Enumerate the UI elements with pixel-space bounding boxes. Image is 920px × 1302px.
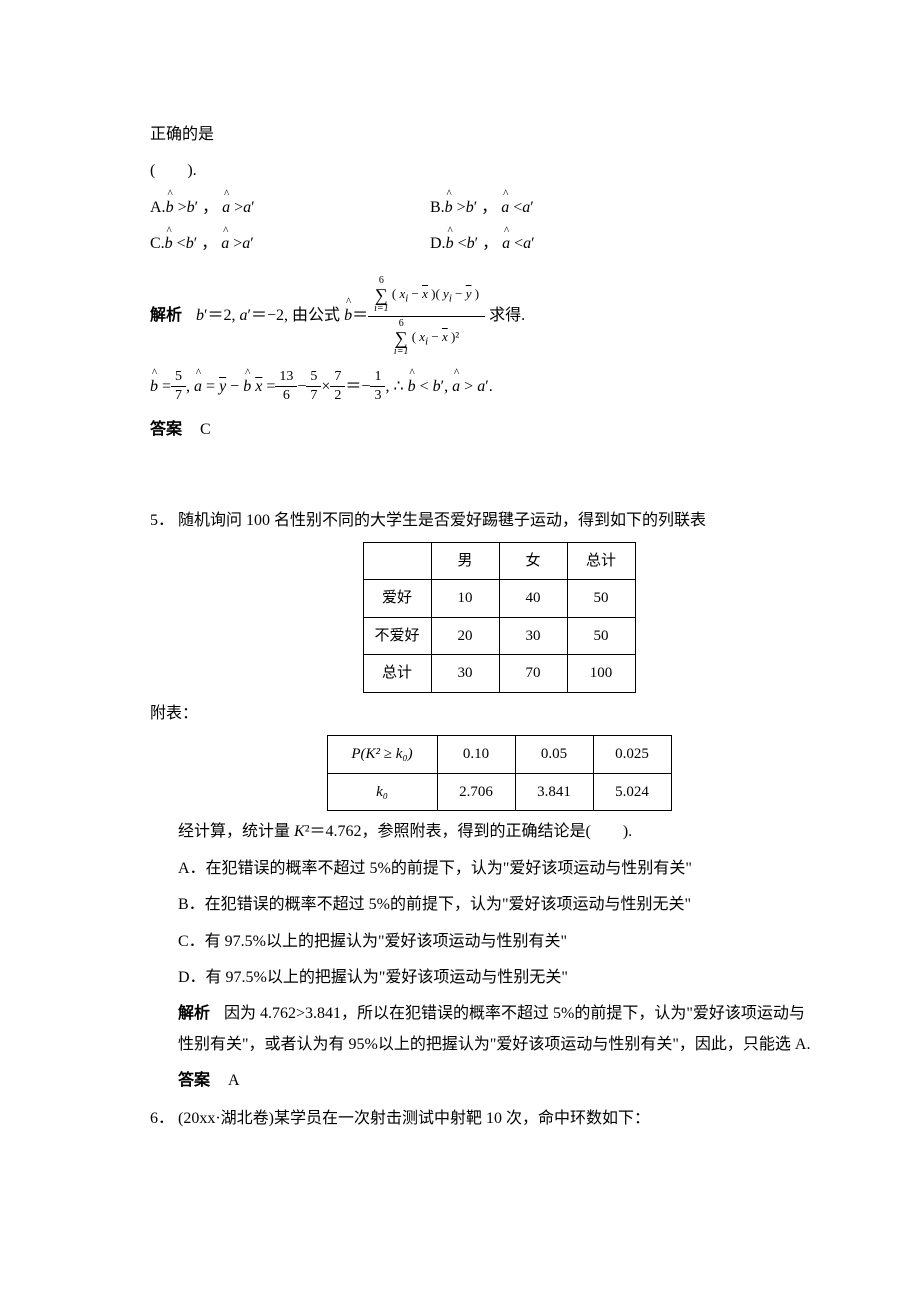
- table-cell: 爱好: [363, 580, 431, 618]
- q5-option-b: B．在犯错误的概率不超过 5%的前提下，认为"爱好该项运动与性别无关": [178, 890, 820, 920]
- table-cell: 0.10: [437, 736, 515, 774]
- seg-a: b =: [150, 372, 171, 402]
- table-cell: 10: [431, 580, 499, 618]
- table-cell: 0.025: [593, 736, 671, 774]
- table-cell: 30: [499, 617, 567, 655]
- q5-number: 5．: [150, 506, 178, 536]
- q4-sol-suffix: 求得.: [489, 301, 525, 331]
- q5-option-c: C．有 97.5%以上的把握认为"爱好该项运动与性别有关": [178, 927, 820, 957]
- table-cell: 5.024: [593, 773, 671, 811]
- seg-times: ×: [321, 372, 330, 402]
- q5-stem-line: 5．随机询问 100 名性别不同的大学生是否爱好踢毽子运动，得到如下的列联表: [178, 506, 820, 536]
- q6-stem: (20xx·湖北卷)某学员在一次射击测试中射靶 10 次，命中环数如下：: [178, 1110, 650, 1127]
- q4-solution-line1: 解析 b′＝2, a′＝−2, 由公式 b＝ 6∑i=1 ( xi − x )(…: [150, 274, 820, 359]
- q4-answer-row: 答案 C: [150, 415, 820, 445]
- answer-label: 答案: [178, 1072, 210, 1089]
- q5-attach-table: P(K² ≥ k₀) 0.10 0.05 0.025 k₀ 2.706 3.84…: [327, 735, 672, 811]
- table-row: 总计 30 70 100: [363, 655, 635, 693]
- q5-solution-text: 因为 4.762>3.841，所以在犯错误的概率不超过 5%的前提下，认为"爱好…: [178, 1005, 810, 1052]
- q4-paren: ( ).: [150, 156, 820, 186]
- q5-stem: 随机询问 100 名性别不同的大学生是否爱好踢毽子运动，得到如下的列联表: [178, 512, 706, 529]
- table-cell: 40: [499, 580, 567, 618]
- table-cell: P(K² ≥ k₀): [327, 736, 437, 774]
- table-row: 不爱好 20 30 50: [363, 617, 635, 655]
- table-cell: 总计: [363, 655, 431, 693]
- question-5: 5．随机询问 100 名性别不同的大学生是否爱好踢毽子运动，得到如下的列联表 男…: [150, 506, 820, 1097]
- q4-options-row-2: C.b <b′ ， a >a′ D.b <b′ ， a <a′: [150, 229, 820, 259]
- frac-num-body: ( xi − x )( yi − y ): [392, 286, 479, 301]
- q5-stem2: 经计算，统计量 K²＝4.762，参照附表，得到的正确结论是( ).: [178, 817, 820, 847]
- table-cell: 50: [567, 580, 635, 618]
- q4-main-fraction: 6∑i=1 ( xi − x )( yi − y ) 6∑i=1 ( xi − …: [368, 274, 485, 359]
- table-cell: 3.841: [515, 773, 593, 811]
- table-row: 男 女 总计: [363, 542, 635, 580]
- table-row: P(K² ≥ k₀) 0.10 0.05 0.025: [327, 736, 671, 774]
- q6-stem-line: 6．(20xx·湖北卷)某学员在一次射击测试中射靶 10 次，命中环数如下：: [178, 1104, 820, 1134]
- q4-option-d: D.b <b′ ， a <a′: [430, 229, 820, 259]
- q4-options-row-1: A.b >b′ ， a >a′ B.b >b′ ， a <a′: [150, 193, 820, 223]
- table-cell: 不爱好: [363, 617, 431, 655]
- q5-contingency-table: 男 女 总计 爱好 10 40 50 不爱好 20 30 50 总计 30 70…: [363, 542, 636, 693]
- q4-option-c: C.b <b′ ， a >a′: [150, 229, 430, 259]
- table-cell: 30: [431, 655, 499, 693]
- seg-c: −: [297, 372, 306, 402]
- table-cell: k₀: [327, 773, 437, 811]
- solution-label: 解析: [150, 301, 182, 331]
- table-cell: 70: [499, 655, 567, 693]
- q4-answer-value: C: [200, 421, 211, 438]
- table-cell: 50: [567, 617, 635, 655]
- table-cell: 男: [431, 542, 499, 580]
- question-4-continuation: 正确的是 ( ). A.b >b′ ， a >a′ B.b >b′ ， a <a…: [150, 120, 820, 446]
- table-cell: 女: [499, 542, 567, 580]
- seg-b: , a = y − b x =: [186, 372, 275, 402]
- q6-number: 6．: [150, 1104, 178, 1134]
- table-cell: 总计: [567, 542, 635, 580]
- q4-option-b: B.b >b′ ， a <a′: [430, 193, 820, 223]
- q5-answer-row: 答案 A: [178, 1066, 820, 1096]
- q5-answer-value: A: [228, 1072, 240, 1089]
- seg-d: ＝−: [345, 372, 370, 402]
- table-row: 爱好 10 40 50: [363, 580, 635, 618]
- table-cell: 20: [431, 617, 499, 655]
- table-row: k₀ 2.706 3.841 5.024: [327, 773, 671, 811]
- frac-den-body: ( xi − x )²: [412, 329, 460, 344]
- q4-solution-line2: b = 57 , a = y − b x = 136 − 57 × 72 ＝− …: [150, 369, 820, 406]
- table-cell: 100: [567, 655, 635, 693]
- question-6: 6．(20xx·湖北卷)某学员在一次射击测试中射靶 10 次，命中环数如下：: [150, 1104, 820, 1134]
- q5-solution: 解析因为 4.762>3.841，所以在犯错误的概率不超过 5%的前提下，认为"…: [178, 999, 820, 1060]
- answer-label: 答案: [150, 421, 182, 438]
- q5-option-d: D．有 97.5%以上的把握认为"爱好该项运动与性别无关": [178, 963, 820, 993]
- q4-sol-prefix: b′＝2, a′＝−2, 由公式 b＝: [196, 301, 368, 331]
- seg-e: , ∴ b < b′, a > a′.: [385, 372, 492, 402]
- q5-option-a: A．在犯错误的概率不超过 5%的前提下，认为"爱好该项运动与性别有关": [178, 854, 820, 884]
- solution-label: 解析: [178, 1005, 210, 1022]
- table-cell: 0.05: [515, 736, 593, 774]
- q5-attach-label: 附表：: [150, 699, 820, 729]
- table-cell: 2.706: [437, 773, 515, 811]
- q4-option-a: A.b >b′ ， a >a′: [150, 193, 430, 223]
- table-cell: [363, 542, 431, 580]
- q4-lead: 正确的是: [150, 120, 820, 150]
